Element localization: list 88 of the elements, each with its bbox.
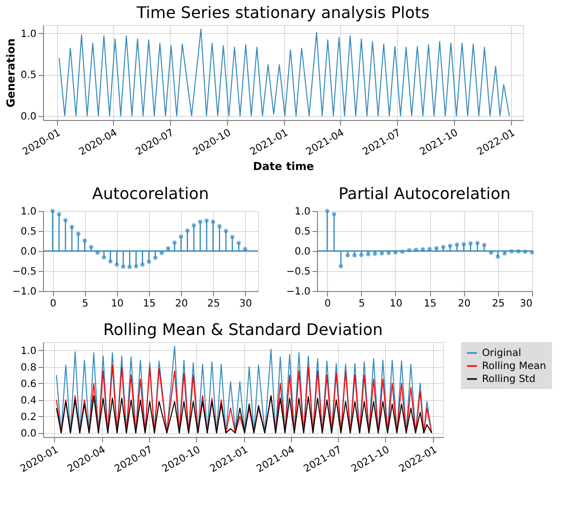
x-tick-label: 0 [50, 298, 56, 310]
y-tick-label: 0.4 [20, 395, 36, 406]
x-tick-label: 15 [143, 298, 156, 310]
y-tick-label: 0.8 [20, 362, 36, 374]
y-tick-label: 0.0 [20, 428, 36, 440]
y-tick-label: 0.5 [20, 226, 36, 238]
point [114, 262, 119, 267]
legend-label: Rolling Mean [482, 361, 546, 372]
point [89, 244, 94, 250]
point [134, 264, 138, 268]
point [346, 253, 350, 258]
x-tick-label: 5 [358, 298, 366, 310]
chart-title: Partial Autocorelation [338, 184, 511, 203]
point [475, 240, 480, 246]
point [496, 254, 500, 259]
point [146, 260, 152, 264]
y-tick-label: −0.5 [12, 266, 36, 278]
y-tick-label: 0.0 [20, 111, 36, 122]
point [178, 234, 184, 239]
y-tick-label: 0.5 [294, 226, 310, 238]
point [502, 251, 507, 256]
x-tick-label: 25 [207, 298, 220, 310]
y-tick-label: 0.2 [20, 412, 36, 423]
x-tick-label: 30 [239, 298, 252, 310]
chart-title: Time Series stationary analysis Plots [136, 3, 430, 22]
point [102, 255, 106, 260]
line-series [58, 28, 510, 116]
x-tick-label: 10 [390, 298, 402, 310]
x-tick-label: 20 [175, 298, 188, 310]
point [204, 218, 209, 223]
point [230, 234, 234, 240]
y-tick-label: 1.0 [294, 206, 310, 218]
point [192, 223, 196, 228]
chart-title: Autocorelation [92, 184, 209, 203]
point [82, 238, 87, 243]
point [482, 242, 486, 248]
line-series [56, 395, 432, 434]
point [236, 240, 241, 246]
x-tick-label: 10 [110, 298, 124, 310]
point [121, 264, 126, 269]
x-axis-title: Date time [252, 160, 314, 174]
y-tick-label: 1.0 [20, 346, 36, 357]
chart-title: Rolling Mean & Standard Deviation [103, 320, 383, 339]
y-tick-label: 0.5 [20, 70, 36, 82]
y-tick-label: −0.5 [286, 266, 310, 278]
y-tick-label: 0.6 [20, 378, 36, 390]
x-tick-label: 30 [520, 298, 532, 310]
x-tick-label: 25 [492, 298, 505, 310]
x-tick-label: 0 [324, 298, 331, 310]
point [325, 208, 330, 214]
legend-label: Original [482, 348, 522, 359]
y-tick-label: −1.0 [12, 286, 36, 298]
point [70, 224, 74, 230]
y-tick-label: 0.0 [294, 246, 310, 258]
y-tick-label: 1.0 [20, 206, 36, 218]
x-tick-label: 5 [82, 298, 88, 310]
point [56, 212, 62, 216]
point [153, 256, 158, 260]
point [172, 240, 177, 245]
x-tick-label: 20 [458, 298, 471, 310]
line-series [56, 364, 432, 434]
point [185, 228, 190, 233]
point [359, 252, 364, 258]
point [468, 241, 473, 246]
point [441, 244, 446, 250]
y-tick-label: 0.0 [20, 246, 36, 258]
legend-label: Rolling Std [482, 374, 536, 385]
point [198, 220, 202, 224]
point [352, 253, 357, 258]
point [76, 232, 80, 236]
point [380, 251, 384, 256]
point [210, 220, 216, 224]
point [50, 208, 55, 214]
point [332, 212, 336, 216]
point [454, 242, 460, 247]
point [140, 262, 145, 267]
y-tick-label: −1.0 [286, 286, 310, 298]
point [338, 264, 344, 268]
x-tick-label: 15 [424, 298, 436, 310]
point [448, 244, 452, 248]
point [462, 242, 466, 246]
y-axis-title: Generation [4, 38, 18, 108]
point [217, 224, 222, 228]
point [224, 228, 228, 234]
point [108, 259, 113, 264]
point [63, 218, 68, 222]
point [128, 264, 132, 270]
y-tick-label: 1.0 [20, 28, 36, 40]
